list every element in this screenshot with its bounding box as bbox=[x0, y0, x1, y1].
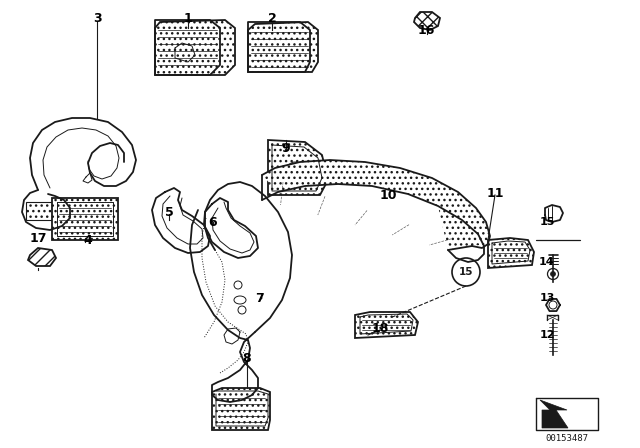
Text: 1: 1 bbox=[184, 12, 193, 25]
Text: 15: 15 bbox=[540, 217, 555, 227]
Polygon shape bbox=[26, 202, 66, 220]
Polygon shape bbox=[268, 140, 328, 195]
Text: 8: 8 bbox=[243, 352, 252, 365]
Text: 18: 18 bbox=[371, 322, 388, 335]
Text: 13: 13 bbox=[540, 293, 555, 303]
Polygon shape bbox=[212, 388, 270, 430]
Polygon shape bbox=[155, 20, 235, 75]
Text: 4: 4 bbox=[84, 233, 92, 246]
Polygon shape bbox=[414, 12, 440, 30]
Text: 17: 17 bbox=[29, 232, 47, 245]
Text: 2: 2 bbox=[268, 12, 276, 25]
Text: 9: 9 bbox=[282, 142, 291, 155]
Circle shape bbox=[292, 167, 298, 173]
Polygon shape bbox=[540, 400, 568, 428]
Text: 10: 10 bbox=[380, 189, 397, 202]
Polygon shape bbox=[262, 160, 490, 250]
Text: 11: 11 bbox=[486, 186, 504, 199]
Circle shape bbox=[550, 271, 556, 276]
Polygon shape bbox=[52, 198, 118, 240]
Polygon shape bbox=[248, 22, 318, 72]
Text: 00153487: 00153487 bbox=[545, 434, 589, 443]
Text: 12: 12 bbox=[540, 330, 555, 340]
Polygon shape bbox=[355, 312, 418, 338]
Polygon shape bbox=[488, 238, 534, 268]
Text: 3: 3 bbox=[93, 12, 101, 25]
Text: 15: 15 bbox=[459, 267, 473, 277]
Text: 7: 7 bbox=[255, 292, 264, 305]
Text: 6: 6 bbox=[209, 215, 218, 228]
Polygon shape bbox=[28, 248, 56, 266]
Text: 5: 5 bbox=[164, 206, 173, 219]
Text: 16: 16 bbox=[417, 23, 435, 36]
Text: 14: 14 bbox=[539, 257, 555, 267]
